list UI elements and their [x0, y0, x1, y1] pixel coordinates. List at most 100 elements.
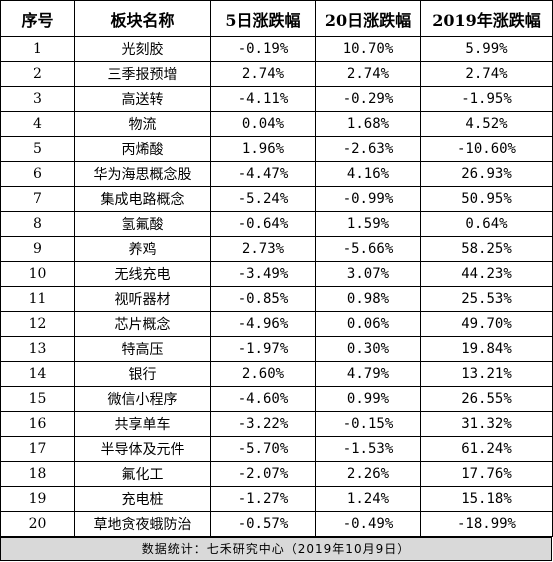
cell-2019-change: 4.52%: [420, 111, 553, 137]
cell-2019-change: -18.99%: [420, 511, 553, 537]
cell-sector-name: 丙烯酸: [74, 136, 211, 162]
cell-2019-change: -10.60%: [420, 136, 553, 162]
cell-2019-change: 26.55%: [420, 386, 553, 412]
cell-5day-change: 1.96%: [210, 136, 316, 162]
cell-2019-change: 49.70%: [420, 311, 553, 337]
cell-20day-change: -0.49%: [315, 511, 421, 537]
data-source-footer: 数据统计：七禾研究中心（2019年10月9日）: [0, 537, 552, 561]
header-20day-change: 20日涨跌幅: [315, 0, 421, 37]
cell-sector-name: 物流: [74, 111, 211, 137]
cell-20day-change: 0.06%: [315, 311, 421, 337]
cell-sector-name: 充电桩: [74, 486, 211, 512]
cell-20day-change: 3.07%: [315, 261, 421, 287]
header-row: 序号 板块名称 5日涨跌幅 20日涨跌幅 2019年涨跌幅: [0, 0, 553, 37]
table-row: 19 充电桩 -1.27% 1.24% 15.18%: [0, 486, 553, 512]
cell-sector-name: 华为海思概念股: [74, 161, 211, 187]
table-row: 15 微信小程序 -4.60% 0.99% 26.55%: [0, 386, 553, 412]
table-row: 10 无线充电 -3.49% 3.07% 44.23%: [0, 261, 553, 287]
table-row: 11 视听器材 -0.85% 0.98% 25.53%: [0, 286, 553, 312]
cell-20day-change: 1.59%: [315, 211, 421, 237]
cell-sector-name: 芯片概念: [74, 311, 211, 337]
cell-index: 6: [0, 161, 75, 187]
cell-2019-change: 2.74%: [420, 61, 553, 87]
cell-5day-change: -4.47%: [210, 161, 316, 187]
cell-sector-name: 光刻胶: [74, 36, 211, 62]
cell-2019-change: 17.76%: [420, 461, 553, 487]
cell-20day-change: -0.15%: [315, 411, 421, 437]
cell-index: 13: [0, 336, 75, 362]
cell-index: 10: [0, 261, 75, 287]
table-body: 1 光刻胶 -0.19% 10.70% 5.99% 2 三季报预增 2.74% 2.74% 2.7…: [0, 36, 553, 537]
cell-sector-name: 特高压: [74, 336, 211, 362]
cell-index: 7: [0, 186, 75, 212]
cell-2019-change: 61.24%: [420, 436, 553, 462]
cell-index: 1: [0, 36, 75, 62]
cell-20day-change: -5.66%: [315, 236, 421, 262]
cell-index: 4: [0, 111, 75, 137]
cell-5day-change: -4.96%: [210, 311, 316, 337]
cell-5day-change: -1.27%: [210, 486, 316, 512]
cell-5day-change: -0.64%: [210, 211, 316, 237]
cell-2019-change: 50.95%: [420, 186, 553, 212]
cell-20day-change: 2.74%: [315, 61, 421, 87]
cell-20day-change: 1.24%: [315, 486, 421, 512]
cell-5day-change: -5.24%: [210, 186, 316, 212]
cell-5day-change: 0.04%: [210, 111, 316, 137]
cell-index: 11: [0, 286, 75, 312]
cell-20day-change: 0.98%: [315, 286, 421, 312]
table-row: 3 高送转 -4.11% -0.29% -1.95%: [0, 86, 553, 112]
cell-2019-change: 31.32%: [420, 411, 553, 437]
cell-5day-change: -4.60%: [210, 386, 316, 412]
cell-2019-change: 0.64%: [420, 211, 553, 237]
cell-index: 3: [0, 86, 75, 112]
cell-sector-name: 氢氟酸: [74, 211, 211, 237]
table-row: 8 氢氟酸 -0.64% 1.59% 0.64%: [0, 211, 553, 237]
cell-index: 2: [0, 61, 75, 87]
cell-sector-name: 高送转: [74, 86, 211, 112]
cell-index: 16: [0, 411, 75, 437]
cell-2019-change: 58.25%: [420, 236, 553, 262]
cell-5day-change: -0.57%: [210, 511, 316, 537]
cell-5day-change: -1.97%: [210, 336, 316, 362]
cell-index: 5: [0, 136, 75, 162]
cell-20day-change: 2.26%: [315, 461, 421, 487]
header-index: 序号: [0, 0, 75, 37]
cell-sector-name: 养鸡: [74, 236, 211, 262]
cell-sector-name: 共享单车: [74, 411, 211, 437]
cell-2019-change: 44.23%: [420, 261, 553, 287]
cell-sector-name: 三季报预增: [74, 61, 211, 87]
cell-2019-change: -1.95%: [420, 86, 553, 112]
table-row: 7 集成电路概念 -5.24% -0.99% 50.95%: [0, 186, 553, 212]
cell-20day-change: 4.16%: [315, 161, 421, 187]
header-sector-name: 板块名称: [74, 0, 211, 37]
table-row: 2 三季报预增 2.74% 2.74% 2.74%: [0, 61, 553, 87]
cell-sector-name: 视听器材: [74, 286, 211, 312]
cell-index: 17: [0, 436, 75, 462]
table-row: 18 氟化工 -2.07% 2.26% 17.76%: [0, 461, 553, 487]
cell-20day-change: -0.99%: [315, 186, 421, 212]
cell-20day-change: 1.68%: [315, 111, 421, 137]
cell-sector-name: 草地贪夜蛾防治: [74, 511, 211, 537]
cell-5day-change: -3.22%: [210, 411, 316, 437]
cell-2019-change: 19.84%: [420, 336, 553, 362]
cell-index: 18: [0, 461, 75, 487]
cell-20day-change: 0.99%: [315, 386, 421, 412]
cell-20day-change: -2.63%: [315, 136, 421, 162]
cell-5day-change: -0.19%: [210, 36, 316, 62]
cell-sector-name: 无线充电: [74, 261, 211, 287]
cell-index: 8: [0, 211, 75, 237]
cell-5day-change: 2.60%: [210, 361, 316, 387]
header-5day-change: 5日涨跌幅: [210, 0, 316, 37]
cell-20day-change: -1.53%: [315, 436, 421, 462]
cell-index: 9: [0, 236, 75, 262]
table-row: 12 芯片概念 -4.96% 0.06% 49.70%: [0, 311, 553, 337]
table-row: 1 光刻胶 -0.19% 10.70% 5.99%: [0, 36, 553, 62]
cell-2019-change: 13.21%: [420, 361, 553, 387]
cell-5day-change: 2.73%: [210, 236, 316, 262]
sector-performance-table: 序号 板块名称 5日涨跌幅 20日涨跌幅 2019年涨跌幅 1 光刻胶 -0.19%…: [0, 0, 553, 537]
cell-5day-change: 2.74%: [210, 61, 316, 87]
cell-2019-change: 15.18%: [420, 486, 553, 512]
table-row: 16 共享单车 -3.22% -0.15% 31.32%: [0, 411, 553, 437]
cell-5day-change: -3.49%: [210, 261, 316, 287]
